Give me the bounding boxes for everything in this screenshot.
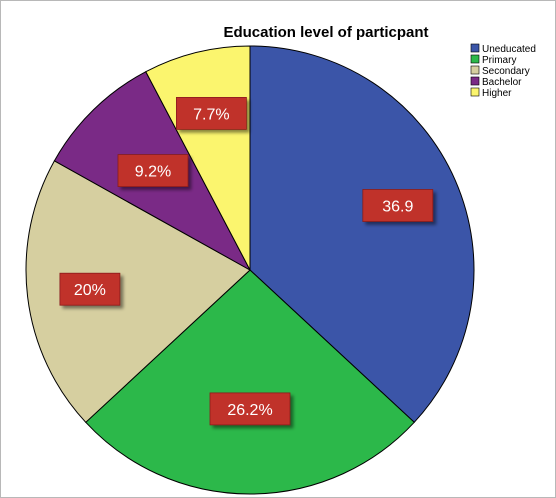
data-label-bachelor: 9.2%: [117, 154, 189, 188]
data-label-text: 7.7%: [193, 106, 229, 123]
legend-swatch-bachelor: [470, 76, 480, 86]
legend-swatch-primary: [470, 54, 480, 64]
legend-label-uneducated: Uneducated: [482, 44, 536, 55]
data-label-box: [362, 189, 434, 222]
data-label-higher: 7.7%: [175, 97, 247, 130]
data-label-box: [175, 97, 247, 130]
legend-label-secondary: Secondary: [482, 66, 530, 77]
legend-label-bachelor: Bachelor: [482, 77, 522, 88]
data-label-secondary: 20%: [59, 272, 121, 306]
pie-slice-secondary: [25, 160, 251, 424]
pie-slices: [25, 45, 475, 495]
data-labels: 36.9 26.2% 20% 9.2% 7.7%: [59, 97, 434, 426]
data-label-box: [209, 392, 291, 426]
data-label-primary: 26.2%: [209, 392, 291, 426]
pie-slice-primary: [85, 269, 415, 495]
data-label-box: [59, 272, 121, 306]
legend-swatch-uneducated: [470, 43, 480, 53]
legend-label-primary: Primary: [482, 55, 516, 66]
legend-label-higher: Higher: [482, 88, 512, 99]
legend-swatch-higher: [470, 87, 480, 97]
chart-title: Education level of particpant: [223, 24, 428, 41]
legend-swatch-secondary: [470, 65, 480, 75]
data-label-text: 26.2%: [227, 402, 272, 419]
data-label-text: 36.9: [382, 199, 413, 216]
data-label-uneducated: 36.9: [362, 189, 434, 222]
pie-slice-uneducated: [249, 45, 475, 424]
data-label-box: [117, 154, 189, 188]
data-label-text: 9.2%: [135, 164, 171, 181]
data-label-text: 20%: [74, 282, 106, 299]
